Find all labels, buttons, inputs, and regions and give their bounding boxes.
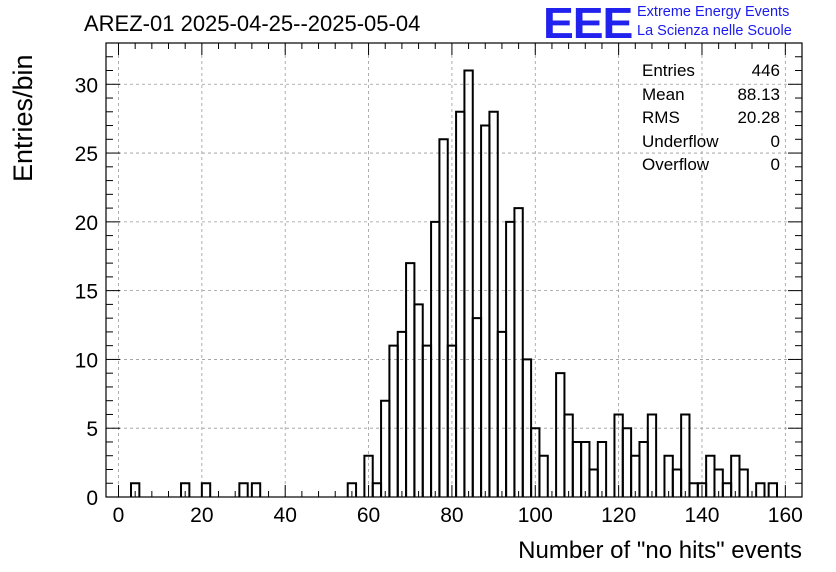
- stats-label: Entries: [642, 61, 695, 80]
- histogram-bar: [455, 110, 466, 497]
- histogram-bar: [463, 69, 474, 497]
- stats-box: Entries 446 Mean 88.13 RMS 20.28 Underflow 0…: [642, 59, 780, 177]
- histogram-bar: [371, 482, 383, 497]
- histogram-bar: [180, 482, 191, 497]
- histogram-bar: [130, 482, 141, 497]
- y-tick-label: 10: [75, 349, 98, 372]
- stats-row-underflow: Underflow 0: [642, 130, 780, 154]
- stats-row-overflow: Overflow 0: [642, 153, 780, 177]
- histogram-bar: [513, 207, 524, 497]
- histogram-bar: [555, 372, 566, 497]
- plot-frame: [105, 42, 803, 498]
- histogram-bar: [663, 454, 674, 497]
- eee-logo: EEE: [543, 0, 633, 48]
- histogram-bar: [588, 468, 599, 497]
- histogram-bars: [130, 69, 778, 497]
- logo-line-2: La Scienza nelle Scuole: [637, 23, 792, 39]
- stats-value: 88.13: [737, 84, 780, 104]
- histogram-bar: [630, 454, 641, 497]
- histogram-bar: [580, 440, 591, 497]
- x-tick-label: 120: [601, 504, 636, 527]
- histogram-bar: [596, 440, 608, 497]
- eee-logo-text: Extreme Energy Events La Scienza nelle S…: [637, 3, 792, 41]
- histogram-bar: [396, 330, 408, 497]
- x-tick-label: 160: [768, 504, 803, 527]
- histogram-bar: [688, 482, 699, 497]
- histogram-bar: [388, 344, 399, 497]
- stats-label: Overflow: [642, 155, 710, 174]
- histogram-bar: [480, 124, 491, 497]
- x-tick-label: 60: [357, 504, 380, 527]
- y-axis-label: Entries/bin: [8, 54, 38, 182]
- histogram-bar: [346, 482, 358, 497]
- x-tick-label: 80: [440, 504, 463, 527]
- histogram-bar: [421, 344, 433, 497]
- stats-row-rms: RMS 20.28: [642, 106, 780, 130]
- stats-label: RMS: [642, 108, 680, 127]
- x-tick-label: 20: [190, 504, 213, 527]
- y-tick-label: 5: [86, 418, 98, 441]
- x-tick-label: 0: [113, 504, 125, 527]
- logo-line-1: Extreme Energy Events: [637, 4, 790, 20]
- stats-value: 0: [770, 155, 780, 174]
- tick-marks: [106, 43, 802, 498]
- histogram-bar: [380, 399, 391, 497]
- x-tick-label: 40: [274, 504, 297, 527]
- histogram-bar: [471, 317, 483, 497]
- histogram-bar: [705, 454, 716, 497]
- stats-value: 0: [770, 131, 780, 151]
- histogram-bar: [621, 427, 633, 497]
- histogram-bar: [721, 482, 733, 497]
- histogram-bar: [738, 468, 749, 497]
- histogram-bar: [488, 110, 499, 497]
- x-tick-label: 100: [518, 504, 553, 527]
- y-tick-label: 20: [75, 212, 98, 235]
- histogram-bar: [638, 440, 649, 497]
- histogram-bar: [671, 468, 683, 497]
- histogram-bar: [538, 454, 549, 497]
- y-tick-label: 15: [75, 281, 98, 304]
- histogram-bar: [405, 262, 416, 497]
- histogram-bar: [646, 413, 658, 497]
- x-tick-label: 140: [684, 504, 719, 527]
- histogram-bar: [238, 482, 249, 497]
- histogram-bar: [680, 413, 691, 497]
- histogram-bar: [730, 454, 741, 497]
- x-axis-label: Number of "no hits" events: [518, 537, 802, 564]
- histogram-bar: [200, 482, 212, 497]
- histogram-bar: [755, 482, 766, 497]
- histogram-bar: [496, 330, 508, 497]
- stats-value: 20.28: [737, 108, 780, 127]
- stats-row-entries: Entries 446: [642, 59, 780, 83]
- stats-value: 446: [751, 61, 780, 80]
- tick-labels: 0 20 40 60 80 100 120 140 160 0 5 10 15 20 25 30: [75, 74, 803, 527]
- histogram-bar: [563, 413, 574, 497]
- axes: [105, 42, 803, 498]
- histogram-bar: [250, 482, 262, 497]
- stats-label: Underflow: [642, 131, 719, 151]
- stats-row-mean: Mean 88.13: [642, 83, 780, 107]
- y-tick-label: 25: [75, 143, 98, 166]
- histogram-bar: [438, 138, 449, 497]
- histogram-bar: [571, 440, 583, 497]
- histogram-bar: [413, 303, 424, 497]
- stats-label: Mean: [642, 84, 685, 104]
- y-tick-label: 30: [75, 74, 98, 97]
- histogram-bar: [363, 454, 374, 497]
- y-tick-label: 0: [86, 487, 98, 510]
- histogram-bar: [613, 413, 624, 497]
- chart-title: AREZ-01 2025-04-25--2025-05-04: [84, 11, 421, 36]
- histogram-bar: [767, 482, 778, 497]
